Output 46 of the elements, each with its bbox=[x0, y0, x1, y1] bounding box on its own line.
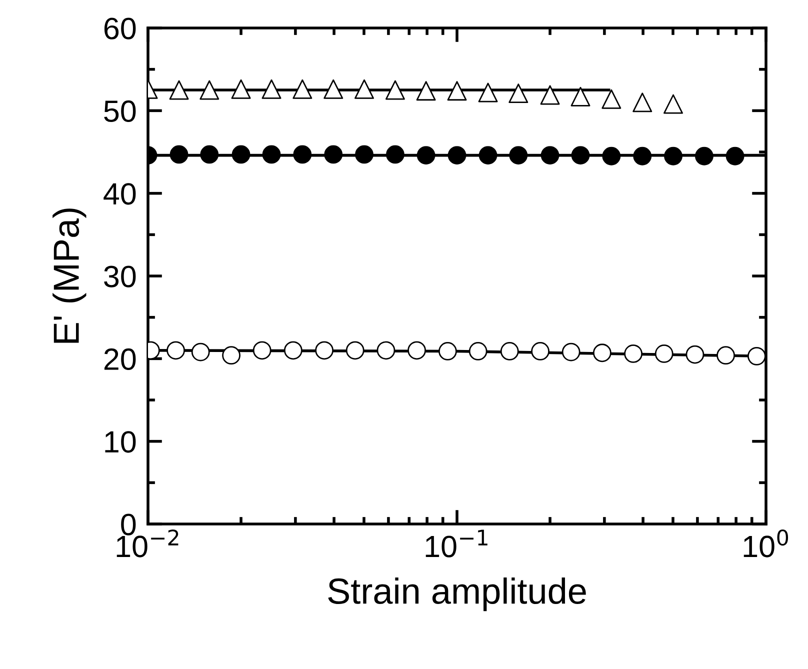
point bbox=[324, 145, 343, 164]
point bbox=[324, 79, 344, 99]
y-tick-label: 20 bbox=[104, 348, 136, 370]
point bbox=[570, 86, 590, 106]
point bbox=[664, 146, 682, 166]
point bbox=[448, 146, 466, 165]
y-tick-label: 30 bbox=[104, 266, 136, 288]
point bbox=[664, 94, 683, 114]
point bbox=[293, 145, 312, 164]
point bbox=[232, 145, 250, 164]
x-tick-label: 10$^{0}$ bbox=[744, 529, 788, 558]
point bbox=[540, 85, 560, 105]
point bbox=[602, 89, 622, 109]
y-tick-label: 50 bbox=[104, 100, 136, 122]
y-tick-label: 40 bbox=[104, 183, 136, 205]
point bbox=[571, 146, 590, 165]
point bbox=[632, 92, 652, 112]
point bbox=[200, 80, 220, 100]
point bbox=[447, 81, 467, 101]
point bbox=[355, 145, 374, 164]
point bbox=[540, 146, 560, 165]
point bbox=[231, 79, 251, 99]
point bbox=[292, 79, 312, 99]
point bbox=[262, 79, 282, 99]
point bbox=[508, 84, 528, 104]
point bbox=[416, 81, 436, 101]
y-axis-title: E' (MPa) bbox=[52, 208, 86, 343]
point bbox=[385, 80, 405, 100]
x-axis-title: Strain amplitude bbox=[328, 577, 586, 612]
point bbox=[726, 146, 744, 166]
point bbox=[170, 145, 188, 164]
x-tick-label: 10$^{−1}$ bbox=[426, 530, 488, 558]
point bbox=[354, 79, 374, 99]
point bbox=[478, 82, 498, 102]
y-tick-label: 60 bbox=[104, 18, 136, 40]
point bbox=[416, 146, 436, 165]
point bbox=[386, 145, 404, 164]
point bbox=[633, 146, 652, 166]
point bbox=[169, 80, 189, 100]
y-tick-label: 10 bbox=[105, 431, 136, 453]
point bbox=[262, 145, 281, 164]
point bbox=[602, 146, 621, 166]
point bbox=[509, 146, 528, 165]
point bbox=[695, 146, 714, 166]
point bbox=[200, 145, 219, 164]
point bbox=[478, 146, 498, 165]
